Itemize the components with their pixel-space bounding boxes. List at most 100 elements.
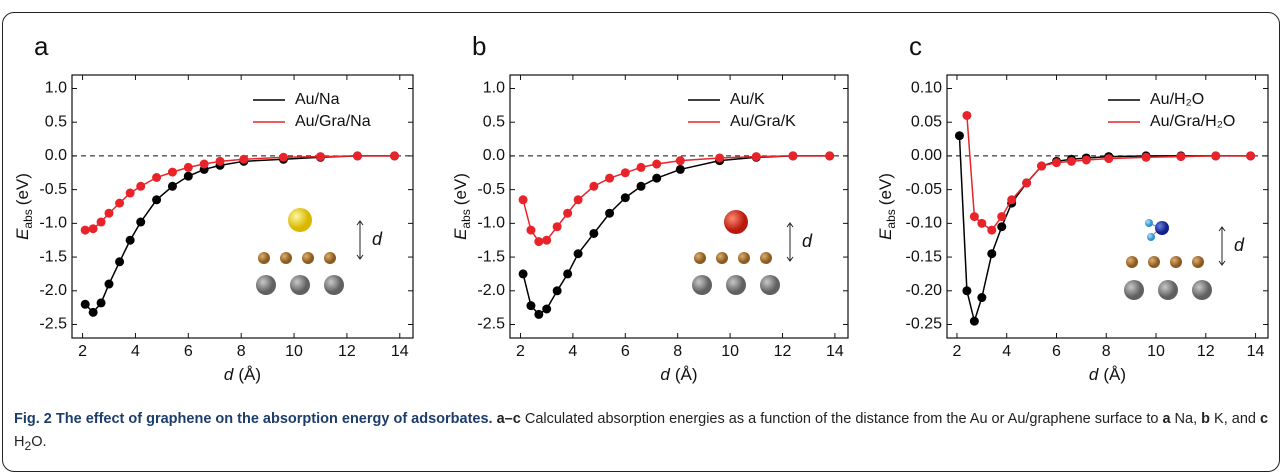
y-label-subscript: abs	[884, 209, 898, 228]
y-label-symbol: E	[13, 228, 32, 240]
data-point	[977, 293, 987, 303]
data-point	[1066, 156, 1076, 166]
data-point	[1051, 158, 1061, 168]
data-point	[136, 217, 146, 227]
x-axis-label: d (Å)	[660, 365, 697, 384]
inset-label: d	[802, 231, 813, 251]
data-point	[278, 152, 288, 162]
data-point	[80, 299, 90, 309]
y-label-unit: (eV)	[876, 173, 895, 205]
legend-label: Au/Gra/K	[730, 113, 796, 130]
data-point	[88, 307, 98, 317]
data-point	[987, 225, 997, 235]
x-label-unit: (Å)	[238, 365, 261, 384]
plot-frame	[509, 74, 849, 339]
caption: Fig. 2 The effect of graphene on the abs…	[14, 408, 1270, 458]
data-point	[1007, 195, 1017, 205]
panel-label: a	[34, 31, 49, 61]
x-tick-label: 12	[1197, 343, 1215, 360]
data-point	[152, 173, 162, 183]
panel: b 2 4 6 8 10 12 14 1.0 0.5 0.0 -0.5 -1.0 -1.5 -2.0 -2.5…	[451, 31, 849, 384]
inset-label: d	[1234, 235, 1245, 255]
data-point	[715, 153, 725, 163]
data-point	[526, 225, 536, 235]
data-point	[589, 181, 599, 191]
y-tick-label: -1.5	[39, 248, 67, 265]
legend-label: Au/Gra/H₂O	[1150, 113, 1235, 130]
data-point	[1037, 161, 1047, 171]
y-tick-label: -2.0	[477, 282, 505, 299]
data-point	[1104, 154, 1114, 164]
inset-b	[692, 210, 794, 295]
y-tick-label: -1.0	[477, 215, 505, 232]
x-label-unit: (Å)	[675, 365, 698, 384]
x-label-unit: (Å)	[1103, 365, 1126, 384]
y-axis-label: Eabs (eV)	[13, 173, 35, 240]
series-line	[522, 155, 830, 316]
caption-run: Calculated absorption energies as a func…	[520, 411, 1163, 427]
x-tick-label: 2	[516, 343, 525, 360]
y-tick-label: -2.5	[477, 316, 505, 333]
data-point	[80, 225, 90, 235]
data-point	[825, 151, 835, 161]
y-tick-label: -2.5	[39, 316, 67, 333]
data-point	[104, 208, 114, 218]
y-tick-label: -2.0	[39, 282, 67, 299]
x-tick-label: 6	[184, 343, 193, 360]
data-point	[542, 304, 552, 314]
data-point	[183, 162, 193, 172]
x-tick-label: 4	[131, 343, 140, 360]
x-label-symbol: d	[660, 365, 670, 384]
data-point	[969, 212, 979, 222]
data-point	[534, 309, 544, 319]
caption-run: b	[1201, 411, 1210, 427]
y-label-subscript: abs	[21, 209, 35, 228]
data-point	[518, 269, 528, 279]
x-tick-label: 12	[774, 343, 792, 360]
data-point	[675, 156, 685, 166]
data-point	[115, 257, 125, 267]
data-point	[1081, 155, 1091, 165]
data-point	[167, 181, 177, 191]
inset-c	[1124, 219, 1226, 300]
data-point	[104, 279, 114, 289]
y-axis-label: Eabs (eV)	[876, 173, 898, 240]
data-point	[167, 167, 177, 177]
x-tick-label: 14	[1247, 343, 1265, 360]
inset-label: d	[372, 229, 383, 249]
series-line	[966, 115, 1251, 232]
plot-frame	[71, 74, 414, 339]
data-point	[552, 222, 562, 232]
y-tick-label: -0.05	[906, 181, 943, 198]
y-tick-label: 0.0	[45, 147, 67, 164]
x-tick-label: 10	[1147, 343, 1165, 360]
data-point	[605, 208, 615, 218]
data-point	[954, 131, 964, 141]
y-tick-label: 1.0	[483, 80, 505, 97]
y-tick-label: -0.10	[906, 215, 943, 232]
x-tick-label: 8	[237, 343, 246, 360]
panel: c 2 4 6 8 10 12 14 0.10 0.05 0.00 -0.05 -0.10 -0.15 -0…	[876, 31, 1269, 384]
data-point	[563, 208, 573, 218]
data-point	[389, 151, 399, 161]
x-tick-label: 6	[1052, 343, 1061, 360]
data-point	[997, 222, 1007, 232]
data-point	[215, 156, 225, 166]
legend-label: Au/H₂O	[1150, 91, 1204, 108]
caption-run: Na,	[1170, 411, 1202, 427]
legend-label: Au/Na	[295, 91, 340, 108]
caption-run: a–c	[492, 411, 521, 427]
y-tick-label: 0.05	[911, 113, 942, 130]
data-point	[125, 188, 135, 198]
caption-run: Fig. 2 The effect of graphene on the abs…	[14, 411, 493, 427]
data-point	[977, 218, 987, 228]
data-point	[788, 151, 798, 161]
data-point	[552, 286, 562, 296]
x-label-symbol: d	[224, 365, 234, 384]
caption-run: O.	[31, 434, 47, 450]
data-point	[239, 154, 249, 164]
y-tick-label: -0.25	[906, 316, 943, 333]
x-tick-label: 2	[78, 343, 87, 360]
data-point	[1176, 152, 1186, 162]
data-point	[88, 224, 98, 234]
